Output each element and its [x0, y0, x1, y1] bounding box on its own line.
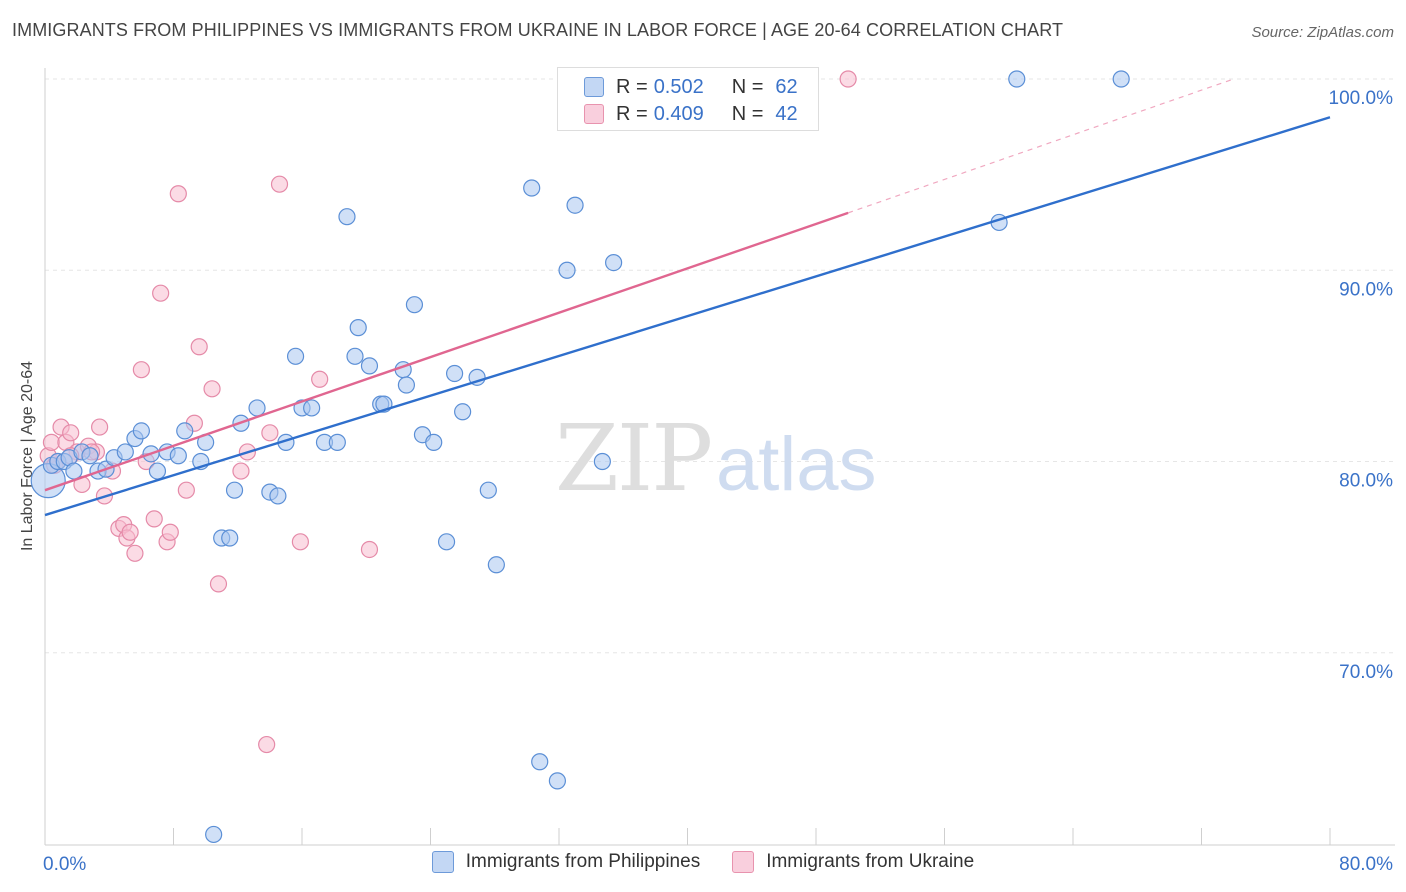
point-ukraine	[91, 418, 109, 436]
point-philippines	[1112, 70, 1130, 88]
point-ukraine	[261, 424, 279, 442]
point-philippines	[81, 447, 99, 465]
legend-label-ukraine: Immigrants from Ukraine	[766, 851, 975, 872]
point-philippines	[360, 357, 379, 375]
legend-item-ukraine: Immigrants from Ukraine	[732, 851, 974, 873]
legend-row-philippines: R = 0.502 N = 62	[584, 74, 798, 100]
point-philippines	[454, 403, 472, 421]
watermark: ZIP atlas	[555, 405, 877, 512]
point-philippines	[176, 422, 194, 440]
point-ukraine	[270, 175, 289, 193]
point-philippines	[346, 347, 364, 365]
legend-swatch-philippines	[431, 851, 454, 873]
legend-r-label: R =	[616, 75, 648, 98]
legend-n-label: N =	[731, 75, 764, 98]
legend-swatch-ukraine	[732, 851, 755, 873]
legend-swatch-philippines	[584, 77, 604, 97]
point-philippines	[328, 433, 346, 451]
trend-line-ukraine	[44, 211, 849, 492]
legend-swatch-ukraine	[584, 104, 604, 124]
point-philippines	[479, 481, 497, 499]
point-ukraine	[121, 523, 139, 541]
point-philippines	[132, 422, 150, 440]
x-tick-label: 0.0%	[43, 854, 86, 875]
point-philippines	[225, 481, 244, 499]
point-ukraine	[190, 338, 208, 356]
point-ukraine	[145, 510, 163, 528]
point-philippines	[169, 447, 187, 465]
legend-n-label: N =	[731, 102, 764, 125]
point-philippines	[205, 825, 223, 844]
x-tick-label: 80.0%	[1339, 854, 1393, 875]
point-ukraine	[291, 533, 309, 551]
y-tick-label: 100.0%	[1329, 88, 1394, 109]
point-philippines	[116, 443, 134, 461]
chart-title: IMMIGRANTS FROM PHILIPPINES VS IMMIGRANT…	[12, 20, 1064, 40]
point-philippines	[148, 462, 167, 480]
point-philippines	[286, 347, 305, 365]
series-points	[30, 70, 1130, 844]
point-ukraine	[169, 185, 187, 203]
point-philippines	[593, 452, 611, 471]
point-philippines	[523, 179, 541, 197]
point-philippines	[248, 399, 266, 417]
point-philippines	[445, 364, 464, 383]
watermark-zip: ZIP	[555, 405, 711, 512]
point-philippines	[349, 319, 367, 337]
point-philippines	[65, 462, 83, 480]
point-ukraine	[311, 370, 329, 388]
point-philippines	[303, 399, 321, 417]
trend-lines	[44, 78, 1331, 517]
legend-item-philippines: Immigrants from Philippines	[431, 851, 701, 873]
point-ukraine	[42, 433, 61, 451]
y-tick-label: 90.0%	[1339, 279, 1393, 300]
point-philippines	[548, 772, 566, 790]
gridlines	[45, 78, 1395, 654]
point-ukraine	[62, 424, 80, 442]
legend-row-ukraine: R = 0.409 N = 42	[584, 101, 798, 127]
point-philippines	[605, 254, 623, 272]
point-ukraine	[209, 575, 228, 593]
y-tick-label: 80.0%	[1339, 471, 1393, 492]
tick-labels: 70.0% 80.0% 90.0% 100.0% 0.0% 80.0%	[43, 88, 1393, 875]
point-philippines	[487, 556, 505, 574]
point-philippines	[269, 487, 287, 505]
point-ukraine	[126, 544, 144, 562]
point-ukraine	[232, 462, 250, 480]
legend-n-value: 42	[775, 102, 798, 125]
point-philippines	[338, 208, 356, 226]
y-tick-label: 70.0%	[1339, 662, 1393, 683]
point-ukraine	[177, 481, 195, 499]
watermark-atlas: atlas	[716, 422, 877, 507]
point-ukraine	[360, 540, 379, 559]
point-philippines	[531, 753, 549, 771]
point-philippines	[558, 261, 576, 279]
trend-line-philippines	[44, 116, 1331, 517]
point-philippines	[425, 433, 443, 451]
point-ukraine	[839, 70, 857, 88]
legend-r-value: 0.502	[653, 75, 704, 98]
point-ukraine	[132, 361, 150, 379]
point-philippines	[1008, 70, 1026, 88]
point-philippines	[397, 376, 416, 394]
point-ukraine	[203, 380, 221, 398]
point-ukraine	[161, 523, 179, 541]
legend-box: R = 0.502 N = 62 R = 0.409 N = 42	[557, 67, 819, 131]
point-philippines	[405, 296, 424, 314]
point-philippines	[221, 529, 239, 547]
source-label: Source: ZipAtlas.com	[1251, 24, 1394, 41]
legend-n-value: 62	[775, 75, 798, 98]
legend-label-philippines: Immigrants from Philippines	[465, 851, 701, 872]
trend-extension-ukraine	[847, 78, 1234, 214]
series-legend: Immigrants from Philippines Immigrants f…	[0, 851, 1406, 873]
legend-r-value: 0.409	[653, 102, 704, 125]
legend-r-label: R =	[616, 102, 648, 125]
point-philippines	[437, 533, 456, 551]
point-ukraine	[152, 284, 170, 302]
point-ukraine	[258, 735, 276, 754]
point-philippines	[566, 196, 584, 214]
